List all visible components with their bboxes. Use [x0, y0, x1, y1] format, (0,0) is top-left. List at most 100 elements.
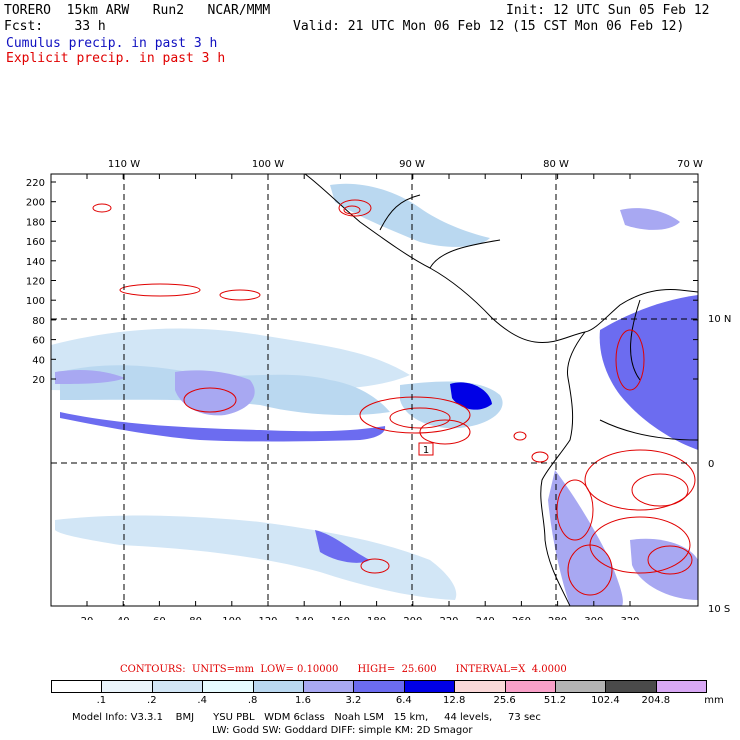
legend-unit: mm: [704, 695, 724, 706]
contour-cell: [119, 283, 201, 297]
axis-ticks: [51, 174, 698, 606]
explicit-precip-title: Explicit precip. in past 3 h: [6, 51, 226, 66]
latlon-grid: [51, 174, 698, 606]
legend-label: 51.2: [543, 695, 567, 706]
x-axis-tick-label: 200: [403, 616, 422, 620]
longitude-label: 100 W: [252, 159, 284, 170]
legend-swatch: [51, 680, 103, 693]
contour-cell: [183, 387, 237, 413]
legend-label: 204.8: [641, 695, 671, 706]
contour-cell: [389, 407, 451, 429]
precip-area-central-america: [330, 183, 490, 247]
contour-cell: [360, 558, 390, 574]
fcst-label: Fcst:: [4, 19, 44, 34]
precip-area-colombia: [599, 295, 698, 450]
fcst-value: 33 h: [74, 19, 106, 34]
y-axis-tick-label: 80: [32, 316, 45, 327]
legend-label: 102.4: [591, 695, 620, 706]
legend-label: 25.6: [493, 695, 516, 706]
contour-cell: [556, 479, 594, 541]
contour-cell: [531, 451, 549, 463]
legend-swatch: [504, 680, 556, 693]
precip-area-west-band: [55, 370, 125, 384]
legend-label: .8: [247, 695, 258, 706]
precip-map: 1 220 200 180 160 140 120 100 80 60 40 20 20 40 60 80 1…: [26, 159, 731, 620]
contour-cell: [513, 431, 527, 441]
legend-label: .2: [147, 695, 157, 706]
run-label: Run2: [152, 3, 185, 18]
longitude-label: 90 W: [399, 159, 425, 170]
x-axis-tick-label: 60: [153, 616, 166, 620]
longitude-label: 110 W: [108, 159, 140, 170]
org-label: NCAR/MMM: [207, 3, 271, 18]
station-box: [418, 442, 434, 456]
legend-swatch: [151, 680, 204, 693]
contours-info: CONTOURS: UNITS=mm LOW= 0.10000 HIGH= 25…: [120, 664, 567, 675]
explicit-precip-contours: [92, 199, 696, 596]
precip-area-south-band: [55, 515, 457, 600]
contour-cell: [219, 289, 261, 301]
legend-swatch: [101, 680, 153, 693]
y-axis-tick-label: 140: [26, 257, 45, 268]
map-frame: [50, 173, 699, 607]
contour-cell: [615, 329, 645, 391]
latitude-label: 10 S: [708, 604, 730, 615]
legend-swatch: [555, 680, 607, 693]
contour-cell: [359, 396, 471, 434]
forecast-hour: Fcst: 33 h: [4, 19, 106, 34]
model-name: TORERO: [4, 3, 51, 18]
legend-label: 1.6: [295, 695, 311, 706]
legend-label: 6.4: [395, 695, 412, 706]
legend-swatch: [353, 680, 405, 693]
x-axis-tick-label: 300: [584, 616, 603, 620]
y-axis-tick-label: 100: [26, 296, 45, 307]
precip-area-central-core: [450, 382, 492, 410]
x-axis-tick-label: 100: [222, 616, 241, 620]
x-axis-tick-label: 140: [295, 616, 314, 620]
x-axis-tick-label: 240: [476, 616, 495, 620]
longitude-label: 80 W: [543, 159, 569, 170]
valid-time: Valid: 21 UTC Mon 06 Feb 12 (15 CST Mon …: [293, 19, 685, 34]
legend-swatch: [252, 680, 304, 693]
cumulus-precip-title: Cumulus precip. in past 3 h: [6, 36, 218, 51]
x-axis-tick-label: 20: [81, 616, 94, 620]
y-axis-tick-label: 180: [26, 217, 45, 228]
legend-label: .1: [96, 695, 107, 706]
y-axis-tick-label: 120: [26, 277, 45, 288]
x-axis-tick-label: 280: [548, 616, 567, 620]
y-axis-tick-label: 160: [26, 237, 45, 248]
x-axis-tick-label: 40: [117, 616, 130, 620]
header-line-1: TORERO 15km ARW Run2 NCAR/MMM: [4, 3, 270, 18]
x-axis-tick-label: 80: [189, 616, 202, 620]
contour-cell: [92, 203, 112, 213]
longitude-label: 70 W: [677, 159, 703, 170]
border-lines: [379, 194, 698, 441]
coastline-south-america: [540, 331, 586, 606]
legend-swatch: [303, 680, 355, 693]
coastlines: [304, 174, 698, 606]
precip-area-south-core: [315, 530, 370, 563]
precip-area-caribbean: [620, 208, 680, 230]
x-axis-tick-label: 180: [367, 616, 386, 620]
physics-info: LW: Godd SW: Goddard DIFF: simple KM: 2D…: [212, 725, 473, 736]
contour-cell: [584, 449, 696, 511]
precip-area-andes: [548, 470, 623, 606]
contour-cell: [419, 419, 471, 445]
contour-cell: [567, 544, 613, 596]
y-axis-tick-label: 20: [32, 375, 45, 386]
y-axis-tick-label: 220: [26, 178, 45, 189]
legend-swatch: [655, 680, 708, 693]
model-info: Model Info: V3.3.1 BMJ YSU PBL WDM 6clas…: [72, 712, 541, 723]
legend-swatch: [605, 680, 657, 693]
y-axis-tick-label: 40: [32, 355, 45, 366]
coastline-central-america: [304, 174, 698, 344]
legend-swatch: [202, 680, 254, 693]
station-box-label: 1: [423, 445, 429, 456]
legend-label: .4: [197, 695, 207, 706]
init-time: Init: 12 UTC Sun 05 Feb 12: [506, 3, 710, 18]
x-axis-tick-label: 260: [512, 616, 531, 620]
y-axis-tick-label: 200: [26, 198, 45, 209]
x-axis-tick-label: 220: [439, 616, 458, 620]
legend-label: 3.2: [345, 695, 362, 706]
precip-area-band-strong: [60, 412, 386, 442]
